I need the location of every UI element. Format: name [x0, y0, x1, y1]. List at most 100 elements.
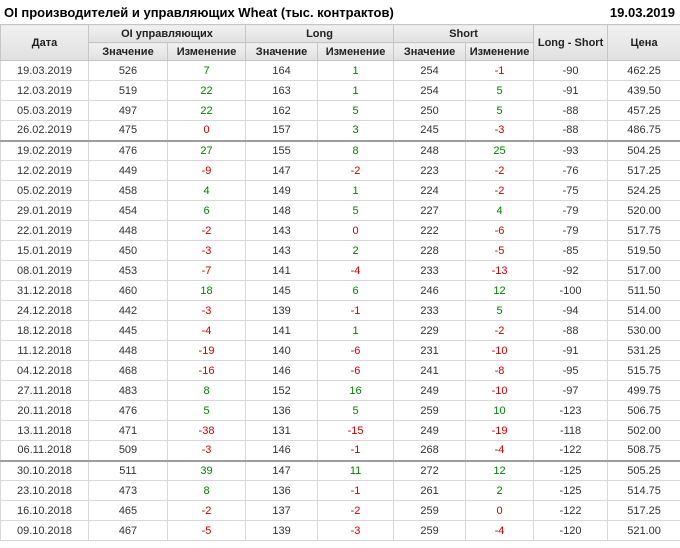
cell-date: 19.03.2019 [0, 60, 89, 81]
cell-price: 517.25 [607, 160, 680, 181]
cell-date: 23.10.2018 [0, 480, 89, 501]
cell-short-change: -2 [465, 320, 535, 341]
cell-date: 22.01.2019 [0, 220, 89, 241]
table-row: 16.10.2018 465 -2 137 -2 259 0 -122 517.… [0, 500, 680, 521]
cell-short-value: 250 [393, 100, 467, 121]
cell-long-value: 145 [245, 280, 319, 301]
table-row: 30.10.2018 511 39 147 11 272 12 -125 505… [0, 460, 680, 481]
cell-oi-value: 519 [88, 80, 168, 101]
cell-oi-value: 445 [88, 320, 168, 341]
cell-short-change: 12 [465, 280, 535, 301]
cell-oi-change: -16 [166, 360, 247, 381]
cell-long-change: 8 [317, 140, 395, 161]
cell-long-value: 162 [245, 100, 319, 121]
cell-long-change: -1 [317, 300, 395, 321]
cell-oi-change: -5 [166, 520, 247, 541]
cell-price: 502.00 [607, 420, 680, 441]
cell-oi-value: 442 [88, 300, 168, 321]
cell-short-change: -2 [465, 180, 535, 201]
cell-price: 506.75 [607, 400, 680, 421]
cell-long-value: 141 [245, 260, 319, 281]
cell-oi-change: -38 [166, 420, 247, 441]
cell-short-change: -8 [465, 360, 535, 381]
cell-short-value: 261 [393, 480, 467, 501]
cell-long-value: 139 [245, 300, 319, 321]
table-row: 09.10.2018 467 -5 139 -3 259 -4 -120 521… [0, 520, 680, 541]
cell-short-change: 0 [465, 500, 535, 521]
cell-long-change: 6 [317, 280, 395, 301]
cell-oi-change: 27 [166, 140, 247, 161]
cell-oi-change: 0 [166, 120, 247, 142]
cell-long-value: 164 [245, 60, 319, 81]
report-date: 19.03.2019 [609, 4, 675, 20]
cell-price: 517.75 [607, 220, 680, 241]
title-bar: OI производителей и управляющих Wheat (т… [0, 0, 680, 24]
cell-oi-change: -9 [166, 160, 247, 181]
page-title: OI производителей и управляющих Wheat (т… [4, 4, 394, 20]
cell-oi-value: 497 [88, 100, 168, 121]
cell-date: 16.10.2018 [0, 500, 89, 521]
cell-oi-change: 6 [166, 200, 247, 221]
cell-short-change: 5 [465, 100, 535, 121]
cell-short-change: -6 [465, 220, 535, 241]
cell-price: 511.50 [607, 280, 680, 301]
cell-date: 29.01.2019 [0, 200, 89, 221]
cell-long-change: 1 [317, 320, 395, 341]
cell-oi-value: 509 [88, 440, 168, 462]
cell-long-short: -79 [533, 200, 609, 221]
cell-long-change: -2 [317, 500, 395, 521]
cell-oi-value: 476 [88, 140, 168, 161]
cell-short-change: 10 [465, 400, 535, 421]
cell-long-change: 5 [317, 100, 395, 121]
cell-price: 521.00 [607, 520, 680, 541]
cell-long-short: -122 [533, 500, 609, 521]
cell-long-value: 146 [245, 440, 319, 462]
cell-long-short: -100 [533, 280, 609, 301]
table-row: 15.01.2019 450 -3 143 2 228 -5 -85 519.5… [0, 240, 680, 261]
cell-long-value: 139 [245, 520, 319, 541]
cell-oi-value: 454 [88, 200, 168, 221]
table-row: 11.12.2018 448 -19 140 -6 231 -10 -91 53… [0, 340, 680, 361]
cell-long-short: -125 [533, 460, 609, 481]
cell-long-short: -90 [533, 60, 609, 81]
cell-short-change: -5 [465, 240, 535, 261]
cell-long-short: -85 [533, 240, 609, 261]
cell-price: 514.00 [607, 300, 680, 321]
cell-long-value: 146 [245, 360, 319, 381]
cell-short-change: -4 [465, 520, 535, 541]
cell-long-change: 1 [317, 180, 395, 201]
cell-long-short: -120 [533, 520, 609, 541]
cell-oi-change: 7 [166, 60, 247, 81]
table-row: 05.02.2019 458 4 149 1 224 -2 -75 524.25 [0, 180, 680, 201]
cell-short-change: 12 [465, 460, 535, 481]
cell-date: 24.12.2018 [0, 300, 89, 321]
cell-price: 499.75 [607, 380, 680, 401]
cell-oi-change: -19 [166, 340, 247, 361]
cell-long-change: -6 [317, 340, 395, 361]
table-row: 22.01.2019 448 -2 143 0 222 -6 -79 517.7… [0, 220, 680, 241]
table-row: 08.01.2019 453 -7 141 -4 233 -13 -92 517… [0, 260, 680, 281]
cell-long-short: -122 [533, 440, 609, 462]
cell-long-value: 149 [245, 180, 319, 201]
cell-price: 530.00 [607, 320, 680, 341]
table-row: 18.12.2018 445 -4 141 1 229 -2 -88 530.0… [0, 320, 680, 341]
col-subheader-short-value: Значение [393, 42, 467, 61]
cell-short-change: -10 [465, 380, 535, 401]
cell-oi-value: 468 [88, 360, 168, 381]
cell-oi-value: 471 [88, 420, 168, 441]
cell-oi-value: 467 [88, 520, 168, 541]
cell-long-value: 155 [245, 140, 319, 161]
cell-oi-change: 39 [166, 460, 247, 481]
cell-date: 18.12.2018 [0, 320, 89, 341]
cell-oi-value: 453 [88, 260, 168, 281]
cell-oi-change: -4 [166, 320, 247, 341]
cell-date: 13.11.2018 [0, 420, 89, 441]
cell-long-change: 3 [317, 120, 395, 142]
table-row: 24.12.2018 442 -3 139 -1 233 5 -94 514.0… [0, 300, 680, 321]
cell-long-value: 141 [245, 320, 319, 341]
cell-short-value: 241 [393, 360, 467, 381]
cell-short-change: -13 [465, 260, 535, 281]
table-row: 29.01.2019 454 6 148 5 227 4 -79 520.00 [0, 200, 680, 221]
col-header-date: Дата [0, 24, 89, 61]
